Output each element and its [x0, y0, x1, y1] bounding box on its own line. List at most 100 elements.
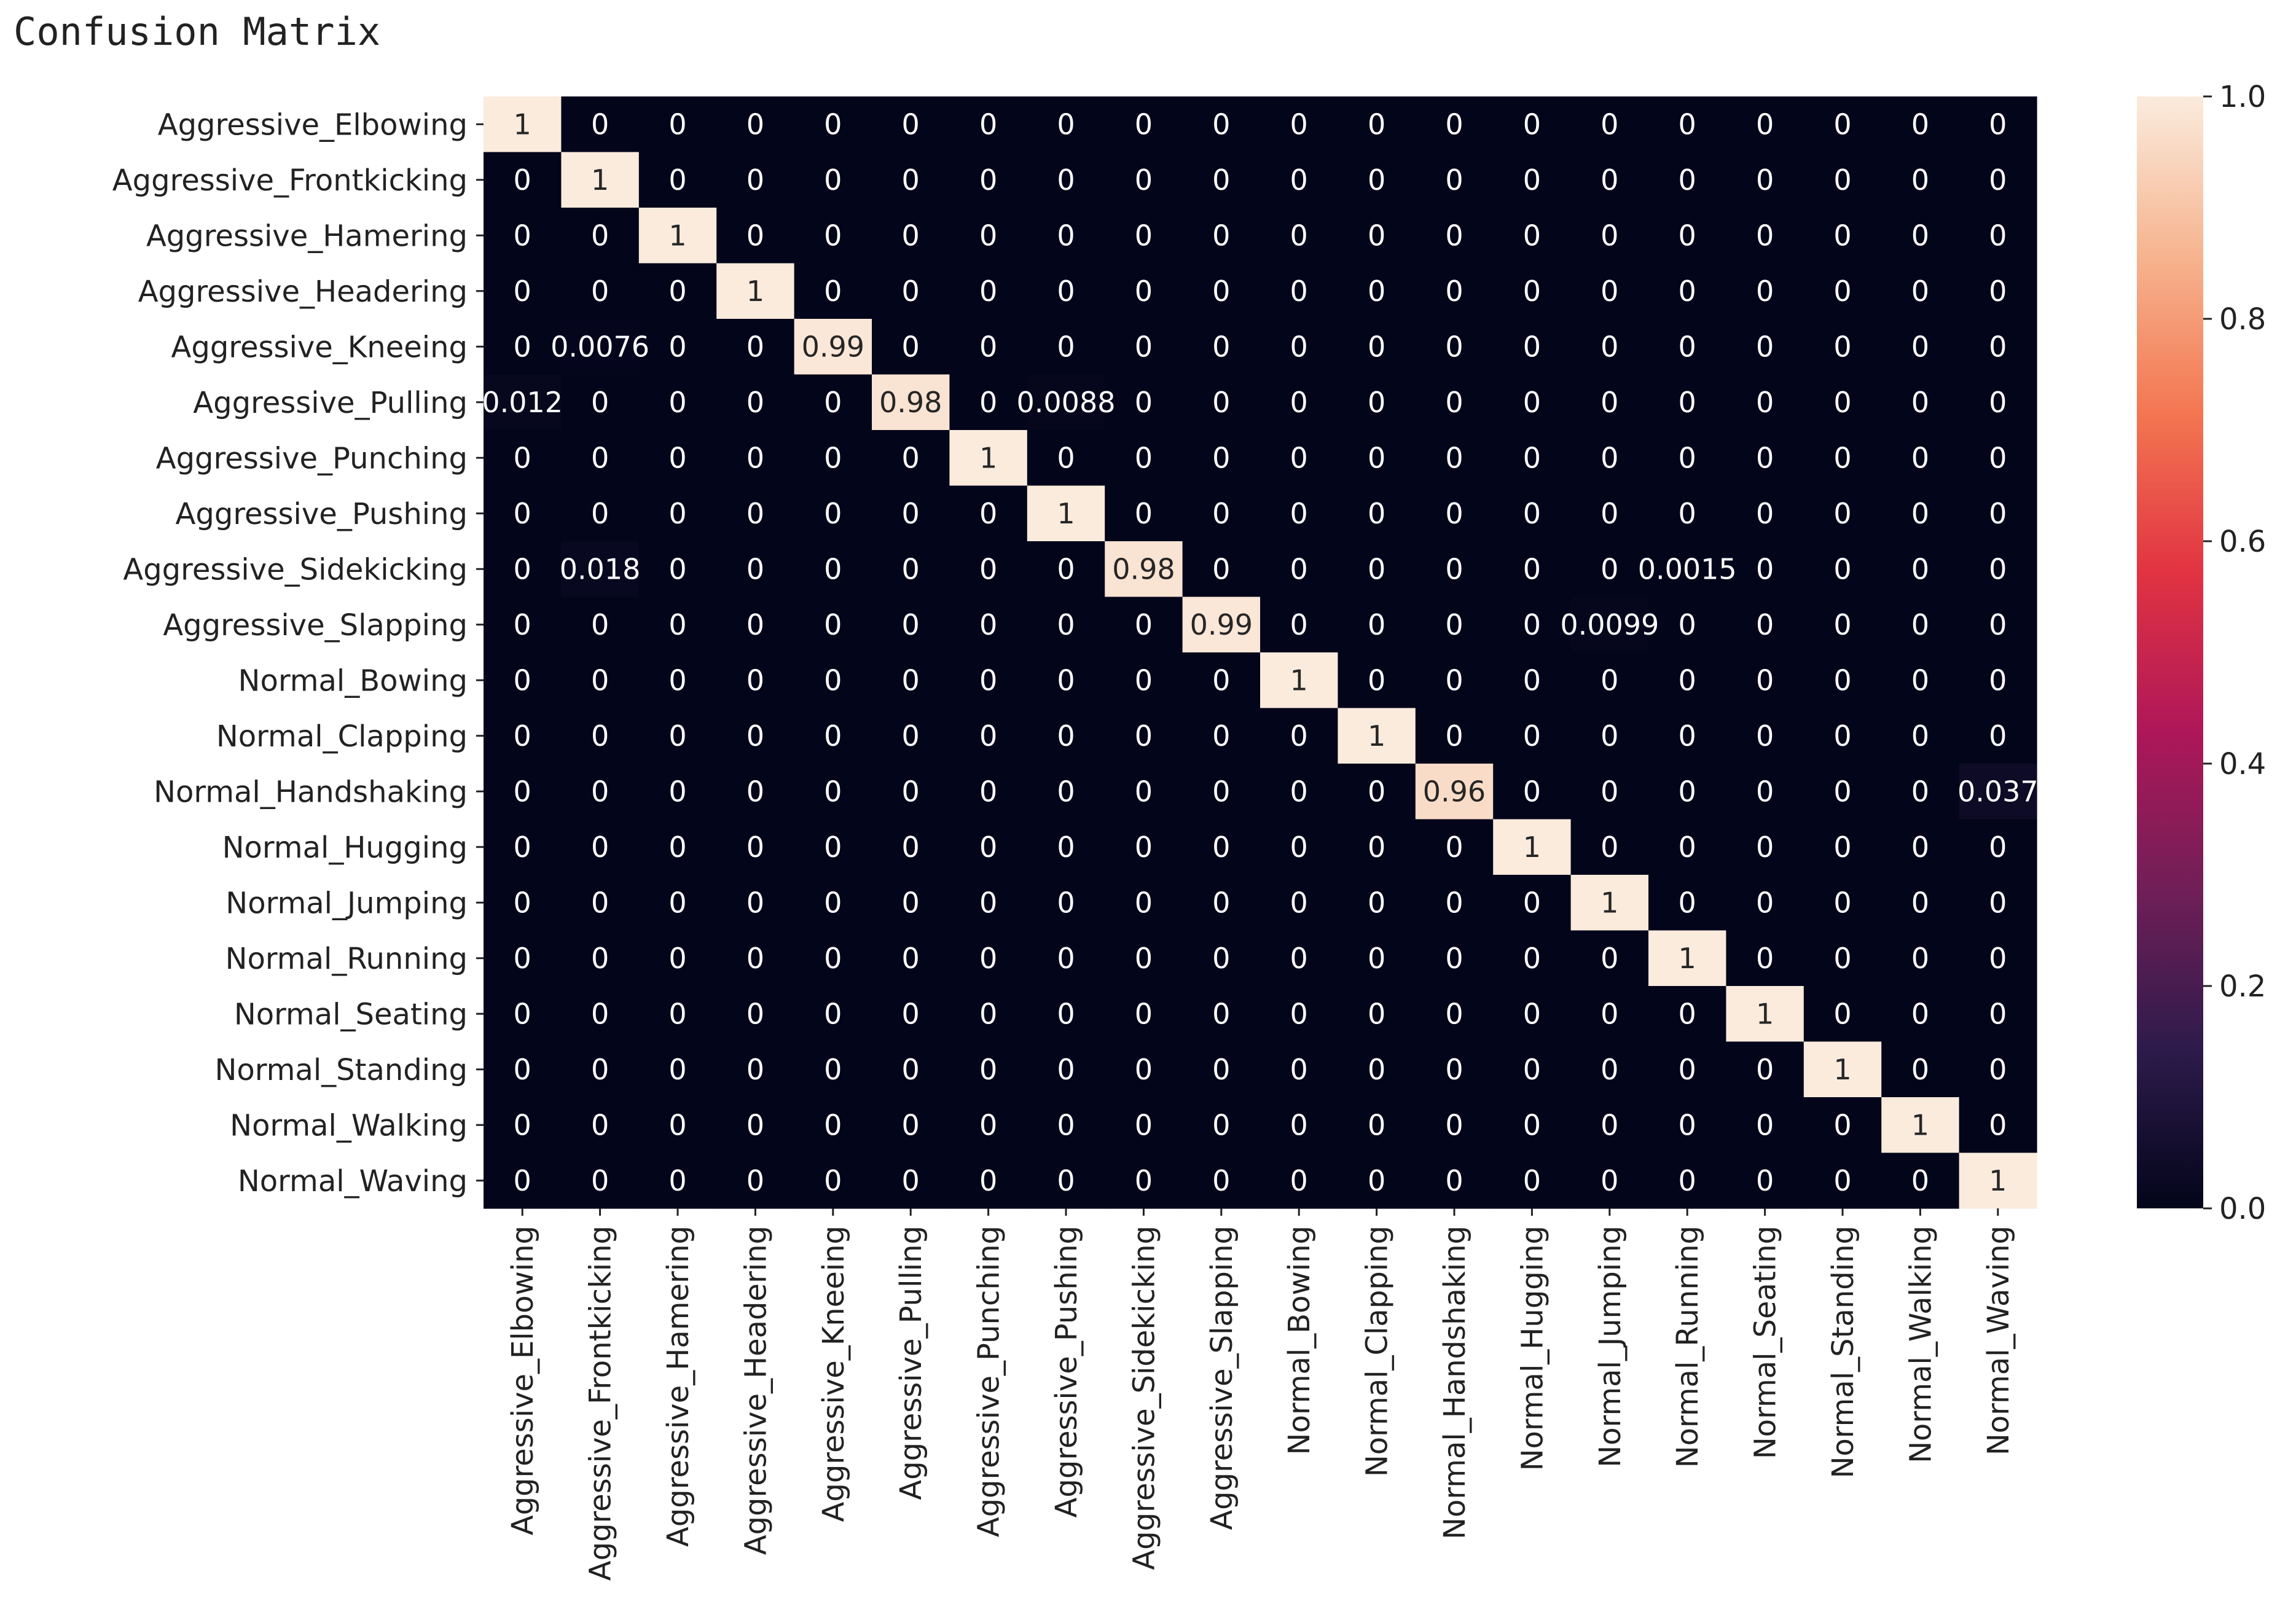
- heatmap-cell: [1415, 986, 1494, 1043]
- heatmap-cell: [1648, 930, 1726, 987]
- heatmap-cell: [1027, 930, 1105, 987]
- cell-annotation: 1: [1057, 497, 1075, 530]
- heatmap-cell: [1415, 1152, 1494, 1209]
- heatmap-cell: [1027, 652, 1105, 709]
- cell-annotation: 0: [902, 1108, 920, 1141]
- heatmap-cell: [561, 930, 640, 987]
- heatmap-cell: [1570, 152, 1649, 208]
- heatmap-cell: [1027, 764, 1105, 820]
- heatmap-cell: [949, 1152, 1028, 1209]
- cell-annotation: 0: [902, 275, 920, 308]
- heatmap-cell: [1881, 541, 1960, 598]
- heatmap-cell: [1803, 208, 1882, 264]
- heatmap-cell: [1027, 263, 1105, 319]
- heatmap-cell: [1493, 819, 1572, 875]
- x-tick-label: Aggressive_Frontkicking: [584, 1226, 618, 1581]
- heatmap-cell: [872, 1041, 950, 1098]
- cell-annotation: 0: [1679, 330, 1696, 363]
- heatmap-cell: [949, 541, 1028, 598]
- heatmap-cell: [949, 819, 1028, 875]
- cell-annotation: 0: [979, 886, 997, 919]
- heatmap-cell: [1803, 1097, 1882, 1154]
- heatmap-cell: [1182, 374, 1261, 431]
- heatmap-cell: [1493, 319, 1572, 375]
- cell-annotation: 0: [1989, 497, 2007, 530]
- cell-annotation: 0: [1135, 441, 1153, 474]
- cell-annotation: 1: [591, 163, 609, 197]
- heatmap-cell: [1726, 374, 1804, 431]
- heatmap-cell: [1493, 652, 1572, 709]
- cell-annotation: 0: [1368, 386, 1385, 419]
- cell-annotation: 0: [1290, 163, 1308, 197]
- cell-annotation: 0: [1601, 330, 1618, 363]
- heatmap-cell: [1260, 597, 1338, 653]
- cell-annotation: 0: [1135, 386, 1153, 419]
- heatmap-cell: [1959, 875, 2037, 931]
- heatmap-cell: [1570, 930, 1649, 987]
- cell-annotation: 1: [1833, 1053, 1851, 1086]
- heatmap-cell: [1493, 986, 1572, 1043]
- cell-annotation: 0: [1523, 942, 1541, 975]
- y-tick-label: Normal_Handshaking: [154, 775, 468, 809]
- heatmap-cell: [872, 152, 950, 208]
- y-tick-label: Aggressive_Punching: [156, 441, 468, 475]
- heatmap-cell: [716, 263, 795, 319]
- cell-annotation: 0: [1445, 1108, 1463, 1141]
- y-tick-label: Normal_Clapping: [216, 719, 468, 754]
- cell-annotation: 0: [668, 997, 686, 1030]
- cell-annotation: 0: [1212, 219, 1230, 252]
- cell-annotation: 0: [1523, 1053, 1541, 1086]
- x-tick-label: Aggressive_Kneeing: [817, 1226, 851, 1522]
- cell-annotation: 0: [746, 663, 764, 697]
- heatmap-cell: [1027, 708, 1105, 764]
- cell-annotation: 0.0015: [1638, 552, 1737, 585]
- heatmap-cell: [1803, 819, 1882, 875]
- heatmap-cell: [1493, 541, 1572, 598]
- heatmap-cell: [1027, 152, 1105, 208]
- heatmap-cell: [1415, 96, 1494, 153]
- heatmap-cell: [1260, 930, 1338, 987]
- heatmap-cell: [1493, 597, 1572, 653]
- cell-annotation: 0: [1601, 997, 1618, 1030]
- heatmap-cell: [484, 986, 562, 1043]
- heatmap-cell: [638, 152, 717, 208]
- cell-annotation: 0: [1679, 608, 1696, 641]
- heatmap-cell: [1260, 374, 1338, 431]
- heatmap-cell: [484, 764, 562, 820]
- cell-annotation: 1: [1601, 886, 1618, 919]
- heatmap-cell: [949, 875, 1028, 931]
- cell-annotation: 0: [514, 497, 531, 530]
- cell-annotation: 0: [824, 552, 842, 585]
- cell-annotation: 0: [1057, 275, 1075, 308]
- heatmap-cell: [1570, 819, 1649, 875]
- cell-annotation: 0: [1290, 552, 1308, 585]
- heatmap-cell: [1338, 430, 1416, 487]
- y-tick-label: Aggressive_Sidekicking: [123, 552, 468, 587]
- heatmap-cell: [1726, 541, 1804, 598]
- cell-annotation: 0: [1756, 275, 1774, 308]
- heatmap-cell: [1105, 208, 1183, 264]
- heatmap-cell: [949, 764, 1028, 820]
- cell-annotation: 0: [1135, 330, 1153, 363]
- cell-annotation: 0: [1756, 330, 1774, 363]
- cell-annotation: 1: [1523, 831, 1541, 864]
- heatmap-cell: [1415, 430, 1494, 487]
- cell-annotation: 0: [1445, 497, 1463, 530]
- heatmap-cell: [561, 208, 640, 264]
- heatmap-cell: [1338, 485, 1416, 542]
- cell-annotation: 0: [824, 942, 842, 975]
- cell-annotation: 0: [824, 997, 842, 1030]
- cell-annotation: 0: [1833, 163, 1851, 197]
- heatmap-cell: [1803, 875, 1882, 931]
- cell-annotation: 0: [824, 1164, 842, 1197]
- heatmap-cell: [1959, 208, 2037, 264]
- heatmap-cell: [561, 263, 640, 319]
- cell-annotation: 0: [1212, 552, 1230, 585]
- cell-annotation: 0: [668, 1108, 686, 1141]
- cell-annotation: 0: [668, 330, 686, 363]
- heatmap-cell: [484, 819, 562, 875]
- cell-annotation: 0: [1833, 775, 1851, 808]
- cell-annotation: 0: [1135, 608, 1153, 641]
- cell-annotation: 0: [514, 1053, 531, 1086]
- heatmap-cell: [1260, 1041, 1338, 1098]
